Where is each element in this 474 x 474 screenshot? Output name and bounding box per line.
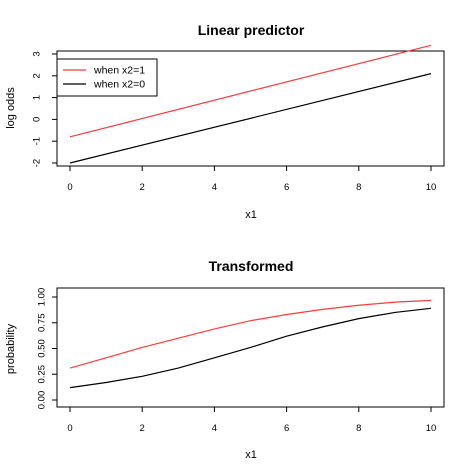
x-tick-label: 6 bbox=[284, 423, 289, 434]
x-tick-label: 2 bbox=[140, 423, 145, 434]
x-tick-label: 8 bbox=[356, 182, 361, 193]
series-lines bbox=[69, 299, 432, 389]
legend: when x2=1 when x2=0 bbox=[56, 58, 158, 97]
x-tick-label: 8 bbox=[356, 423, 361, 434]
plot-frame bbox=[56, 50, 445, 167]
series-line-x2-1 bbox=[69, 44, 432, 138]
y-axis-label: log odds bbox=[5, 87, 17, 129]
x-tick-label: 2 bbox=[140, 182, 145, 193]
y-tick-label: 0.00 bbox=[37, 391, 48, 410]
x-axis: 0 2 4 6 8 10 bbox=[67, 166, 436, 193]
y-tick-label: 0.50 bbox=[37, 339, 48, 358]
x-tick-label: 6 bbox=[284, 182, 289, 193]
y-tick-label: 3 bbox=[32, 51, 43, 56]
y-tick-label: 2 bbox=[32, 73, 43, 78]
x-tick-label: 10 bbox=[426, 182, 437, 193]
x-tick-label: 0 bbox=[67, 182, 72, 193]
series-line-x2-1 bbox=[69, 299, 432, 369]
legend-label-x2-0: when x2=0 bbox=[93, 79, 145, 91]
y-tick-label: -2 bbox=[32, 159, 43, 167]
y-axis-label: probability bbox=[5, 323, 17, 374]
x-axis: 0 2 4 6 8 10 bbox=[67, 407, 436, 434]
series-line-x2-0 bbox=[69, 73, 432, 164]
x-tick-label: 10 bbox=[426, 423, 437, 434]
x-tick-label: 0 bbox=[67, 423, 72, 434]
x-tick-label: 4 bbox=[212, 182, 217, 193]
x-axis-label: x1 bbox=[245, 449, 257, 461]
legend-label-x2-1: when x2=1 bbox=[93, 65, 145, 77]
plot-frame bbox=[56, 287, 445, 408]
series-lines bbox=[69, 44, 432, 164]
transformed-plot: Transformed x1 probability 0 2 4 6 8 10 0.000… bbox=[5, 258, 445, 461]
x-axis-label: x1 bbox=[245, 209, 257, 221]
y-tick-label: 1 bbox=[32, 95, 43, 100]
linear-predictor-plot: Linear predictor x1 log odds 0 2 4 6 8 10 -2-… bbox=[5, 22, 445, 221]
y-tick-label: 0.25 bbox=[37, 365, 48, 384]
y-tick-label: 0.75 bbox=[37, 314, 48, 333]
y-axis: -2 -1 0 1 2 3 bbox=[32, 51, 57, 167]
chart-title: Transformed bbox=[209, 258, 294, 274]
y-tick-label: -1 bbox=[32, 137, 43, 145]
x-tick-label: 4 bbox=[212, 423, 217, 434]
legend-box bbox=[56, 58, 158, 97]
series-line-x2-0 bbox=[69, 307, 432, 389]
y-tick-label: 0 bbox=[32, 117, 43, 122]
chart-title: Linear predictor bbox=[198, 22, 305, 38]
y-axis: 0.00 0.25 0.50 0.75 1.00 bbox=[37, 288, 57, 410]
y-tick-label: 1.00 bbox=[37, 288, 48, 307]
